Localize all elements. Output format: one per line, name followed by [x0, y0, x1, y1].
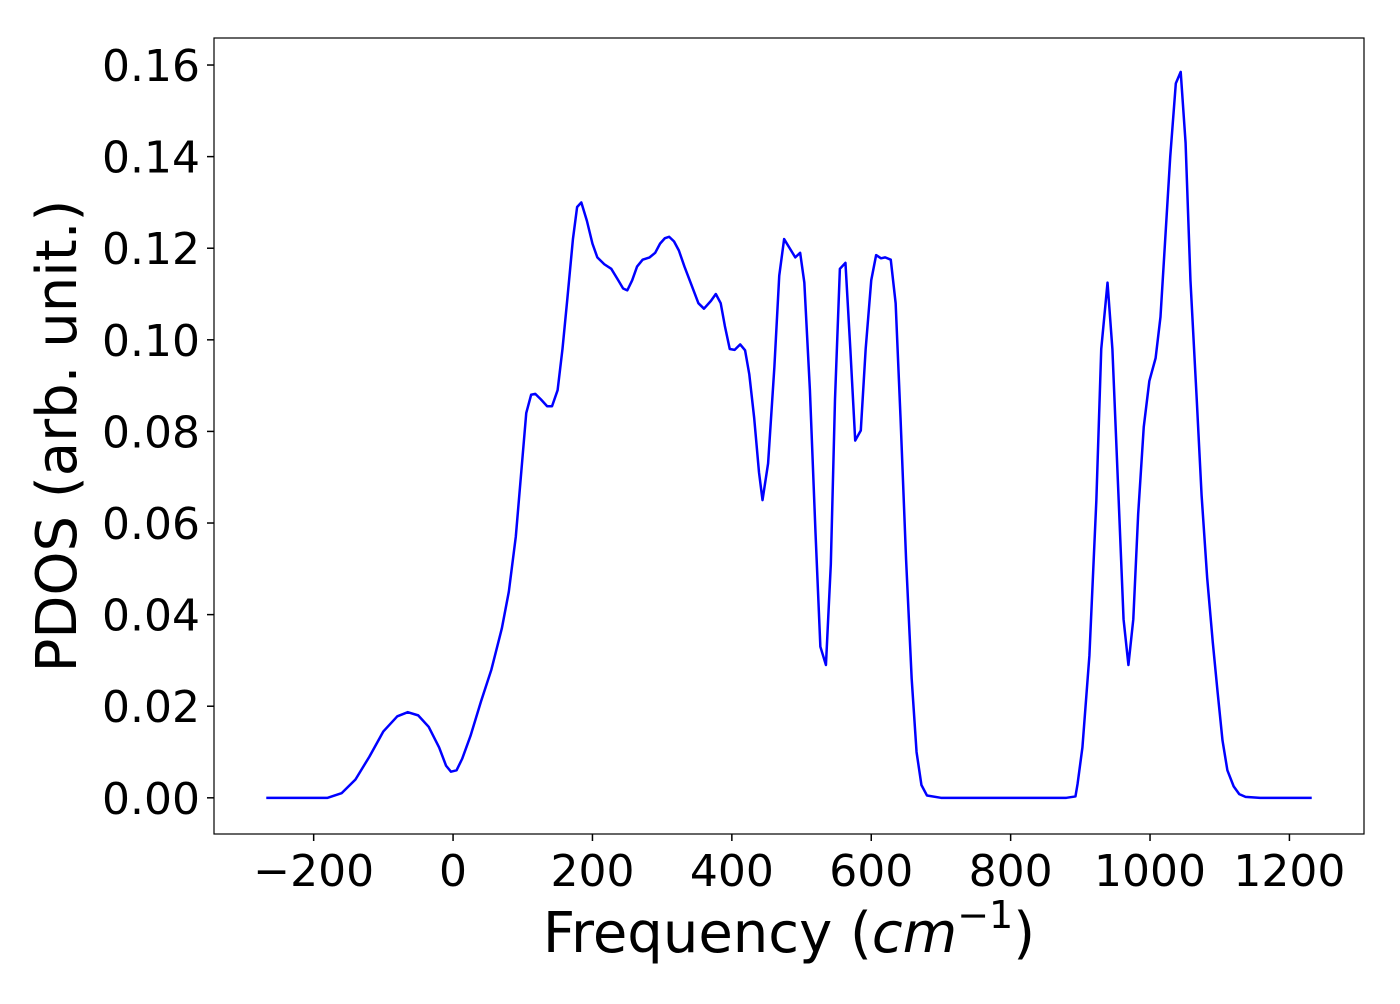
y-tick-label: 0.10	[102, 316, 200, 367]
x-tick-label: 600	[829, 846, 913, 897]
y-tick-label: 0.14	[102, 133, 200, 184]
x-tick-label: 800	[969, 846, 1053, 897]
x-axis-label: Frequency (cm−1)	[543, 893, 1035, 966]
x-tick-label: 1200	[1233, 846, 1345, 897]
y-tick-label: 0.00	[102, 774, 200, 825]
y-axis-label: PDOS (arb. unit.)	[25, 200, 90, 673]
x-tick-label: 0	[439, 846, 467, 897]
y-tick-label: 0.06	[102, 499, 200, 550]
pdos-line	[266, 70, 1312, 800]
x-tick-label: −200	[253, 846, 374, 897]
x-tick-label: 200	[550, 846, 634, 897]
plot-frame	[213, 37, 1365, 835]
y-tick-label: 0.04	[102, 591, 200, 642]
y-tick-label: 0.12	[102, 224, 200, 275]
y-tick-label: 0.16	[102, 41, 200, 92]
y-tick-label: 0.08	[102, 407, 200, 458]
x-tick-label: 400	[690, 846, 774, 897]
x-tick-label: 1000	[1094, 846, 1206, 897]
y-tick-label: 0.02	[102, 682, 200, 733]
